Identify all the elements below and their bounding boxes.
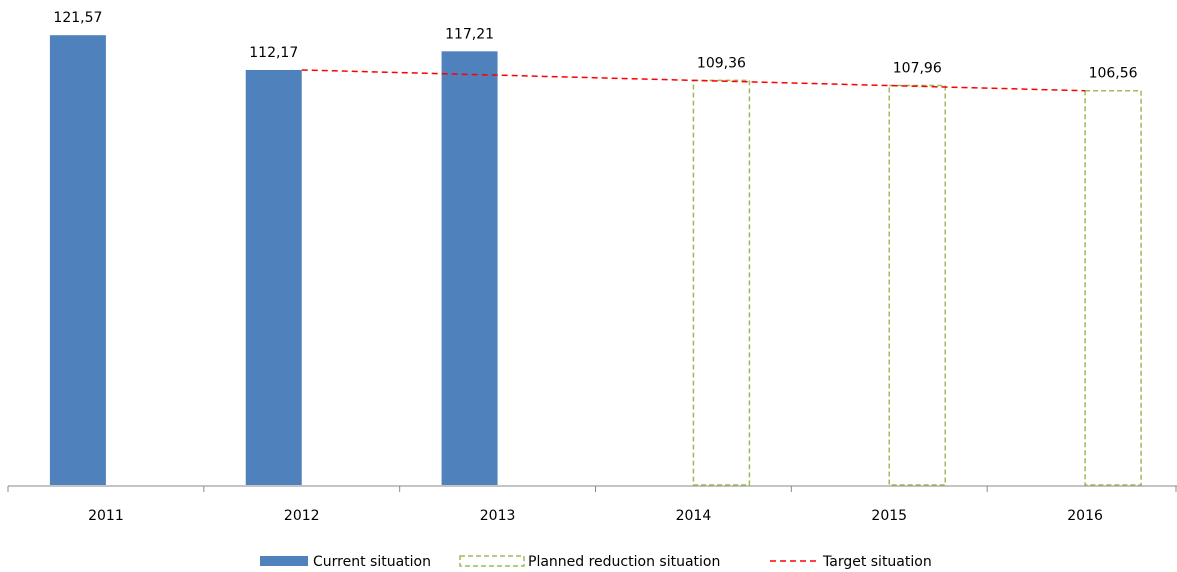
legend-swatch — [459, 555, 525, 567]
value-label: 107,96 — [893, 61, 942, 77]
bar — [441, 51, 498, 486]
bar — [245, 69, 302, 485]
value-label: 106,56 — [1089, 66, 1138, 82]
value-label: 117,21 — [445, 26, 494, 42]
bar — [49, 35, 106, 485]
legend-swatch — [260, 556, 308, 566]
bar — [692, 79, 751, 486]
x-tick-label: 2014 — [676, 508, 712, 524]
value-label: 121,57 — [53, 10, 102, 26]
x-tick-label: 2013 — [480, 508, 516, 524]
legend-label: Target situation — [822, 554, 932, 570]
legend-label: Current situation — [313, 554, 431, 570]
legend-label: Planned reduction situation — [528, 554, 720, 570]
value-label: 109,36 — [697, 55, 746, 71]
bar — [888, 84, 946, 486]
value-label: 112,17 — [249, 45, 298, 61]
bar — [1084, 89, 1142, 486]
x-tick-label: 2016 — [1067, 508, 1103, 524]
x-tick-label: 2012 — [284, 508, 320, 524]
x-tick-label: 2011 — [88, 508, 124, 524]
x-tick-label: 2015 — [871, 508, 907, 524]
target-line — [301, 69, 1086, 92]
